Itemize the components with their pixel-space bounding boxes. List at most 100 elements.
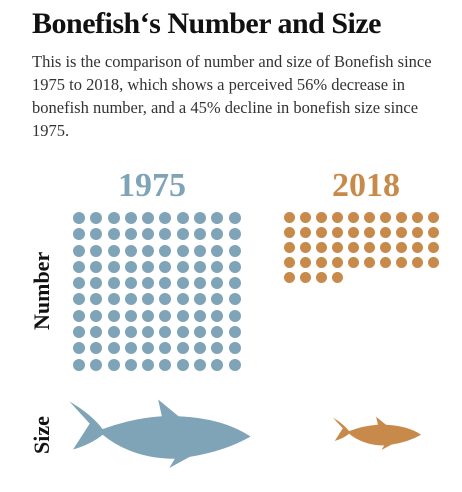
number-dot	[73, 309, 85, 322]
number-dot	[159, 260, 172, 273]
number-dot	[211, 309, 224, 322]
number-dot	[194, 309, 207, 322]
number-dot	[284, 227, 295, 238]
page-subtitle: This is the comparison of number and siz…	[32, 52, 432, 140]
number-dot	[211, 244, 224, 257]
number-dot	[211, 293, 224, 306]
number-dot	[284, 212, 295, 223]
number-dot	[380, 242, 391, 253]
number-dot	[124, 358, 137, 371]
number-dot	[124, 228, 137, 241]
number-dot	[142, 277, 155, 290]
number-dot	[159, 309, 172, 322]
number-dot	[107, 260, 120, 273]
number-dot	[124, 309, 137, 322]
number-dot	[176, 309, 189, 322]
number-dot	[194, 244, 207, 257]
number-dot	[332, 242, 343, 253]
number-dot	[332, 272, 343, 283]
number-dot	[142, 326, 155, 339]
number-dot	[124, 326, 137, 339]
number-dot	[396, 227, 407, 238]
number-dot	[73, 326, 85, 339]
number-dot	[300, 257, 311, 268]
number-dot	[142, 228, 155, 241]
number-dot	[396, 242, 407, 253]
number-dot	[228, 326, 241, 339]
number-dot	[90, 260, 103, 273]
number-dot	[176, 244, 189, 257]
number-dot	[107, 326, 120, 339]
number-dot	[124, 212, 137, 224]
number-dot	[73, 212, 85, 224]
number-dot	[380, 227, 391, 238]
number-dot	[316, 227, 327, 238]
number-dot	[176, 293, 189, 306]
number-dot	[228, 293, 241, 306]
number-dot	[300, 272, 311, 283]
number-dot	[428, 212, 439, 223]
number-dot	[107, 228, 120, 241]
number-dot	[412, 212, 423, 223]
number-dot	[364, 257, 375, 268]
number-dot	[228, 228, 241, 241]
number-dot	[300, 242, 311, 253]
number-dot	[364, 227, 375, 238]
number-dot	[348, 227, 359, 238]
number-dot	[228, 309, 241, 322]
number-dot	[90, 309, 103, 322]
number-dot	[211, 358, 224, 371]
number-dot	[364, 212, 375, 223]
number-dot	[412, 227, 423, 238]
number-dot	[124, 244, 137, 257]
number-dot	[396, 212, 407, 223]
number-dot	[380, 212, 391, 223]
number-dot	[211, 342, 224, 355]
number-dot	[211, 260, 224, 273]
number-dot	[142, 309, 155, 322]
number-dot	[396, 257, 407, 268]
number-dot	[316, 257, 327, 268]
number-dot	[412, 257, 423, 268]
number-dot	[107, 212, 120, 224]
number-dot	[124, 260, 137, 273]
number-dot	[90, 277, 103, 290]
number-dot	[142, 212, 155, 224]
number-dot	[73, 342, 85, 355]
number-dot	[364, 242, 375, 253]
page-title: Bonefish‘s Number and Size	[32, 7, 382, 40]
number-dot	[211, 326, 224, 339]
number-dot	[107, 309, 120, 322]
number-dot	[159, 277, 172, 290]
year-label-1975: 1975	[118, 167, 186, 204]
number-dot	[194, 293, 207, 306]
number-dot	[412, 242, 423, 253]
number-dot	[159, 244, 172, 257]
number-dot	[380, 257, 391, 268]
number-dot	[107, 293, 120, 306]
number-dot	[284, 242, 295, 253]
number-dot	[176, 277, 189, 290]
number-dot	[107, 342, 120, 355]
number-dot	[332, 227, 343, 238]
number-dot	[428, 227, 439, 238]
number-dot	[300, 212, 311, 223]
number-dot	[348, 242, 359, 253]
number-dot	[194, 342, 207, 355]
number-dot	[176, 326, 189, 339]
number-dot	[107, 277, 120, 290]
number-dot	[428, 257, 439, 268]
number-dot	[211, 228, 224, 241]
number-dot	[90, 358, 103, 371]
number-dot	[228, 342, 241, 355]
number-dot	[142, 260, 155, 273]
dot-grid-2018	[284, 212, 456, 283]
number-dot	[211, 277, 224, 290]
number-dot	[316, 242, 327, 253]
number-dot	[142, 342, 155, 355]
number-dot	[142, 244, 155, 257]
number-dot	[176, 212, 189, 224]
size-row-label: Size	[29, 416, 54, 454]
number-dot	[159, 228, 172, 241]
number-dot	[194, 358, 207, 371]
